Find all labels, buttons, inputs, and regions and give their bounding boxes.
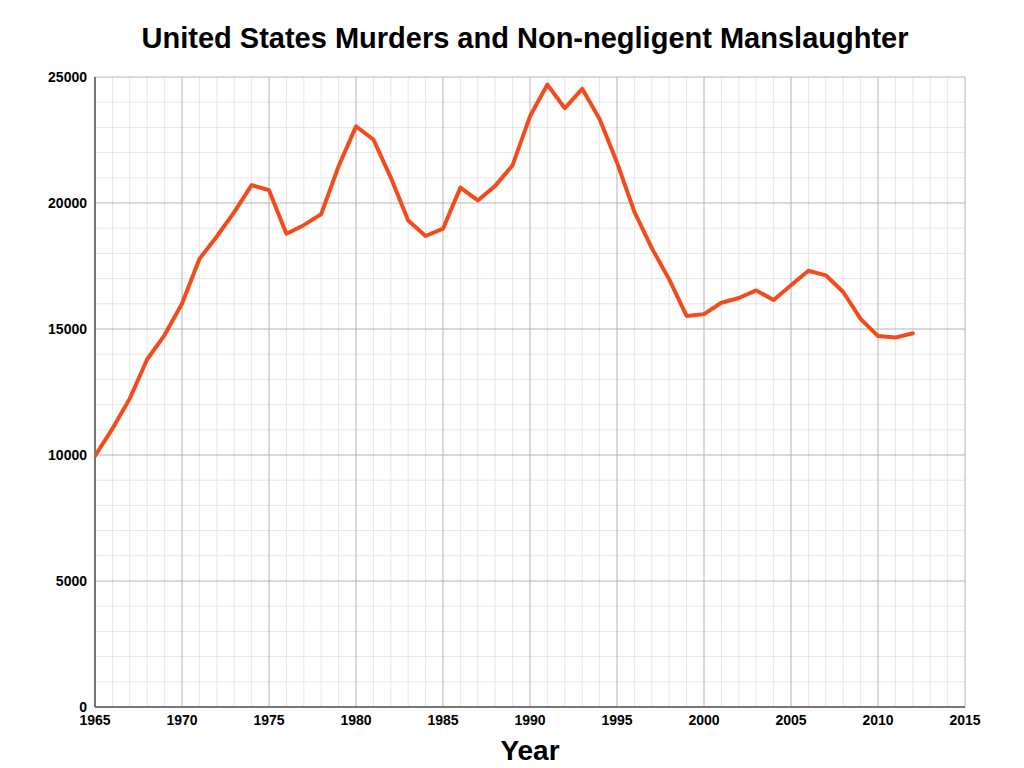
minor-grid-x — [669, 77, 670, 707]
minor-grid-x — [460, 77, 461, 707]
x-tick-label: 1995 — [601, 712, 632, 728]
grid-line-y — [95, 707, 965, 708]
chart-title: United States Murders and Non-negligent … — [142, 22, 909, 54]
minor-grid-x — [651, 77, 652, 707]
grid-line-x — [704, 77, 705, 707]
data-line — [95, 85, 913, 456]
minor-grid-x — [895, 77, 896, 707]
grid-line-y — [95, 203, 965, 204]
x-tick-label: 1975 — [253, 712, 284, 728]
grid-line-x — [95, 77, 96, 707]
minor-grid-x — [495, 77, 496, 707]
minor-grid-x — [599, 77, 600, 707]
minor-grid-x — [199, 77, 200, 707]
minor-grid-x — [390, 77, 391, 707]
plot-area — [95, 85, 913, 456]
minor-grid-x — [425, 77, 426, 707]
chart-svg: 1965197019751980198519901995200020052010… — [0, 0, 1024, 768]
minor-grid-x — [564, 77, 565, 707]
minor-grid-x — [112, 77, 113, 707]
minor-grid-x — [129, 77, 130, 707]
grid-line-y — [95, 581, 965, 582]
grid-line-x — [356, 77, 357, 707]
grid-line-x — [182, 77, 183, 707]
minor-grid-x — [251, 77, 252, 707]
minor-grid-x — [477, 77, 478, 707]
chart-container: 1965197019751980198519901995200020052010… — [0, 0, 1024, 768]
minor-grid-x — [547, 77, 548, 707]
x-tick-label: 1990 — [514, 712, 545, 728]
grid-line-y — [95, 455, 965, 456]
minor-grid-x — [321, 77, 322, 707]
minor-grid-x — [234, 77, 235, 707]
grid-line-x — [617, 77, 618, 707]
minor-grid-x — [582, 77, 583, 707]
minor-grid-x — [147, 77, 148, 707]
minor-grid-x — [930, 77, 931, 707]
grid-line-y — [95, 329, 965, 330]
minor-grid-x — [408, 77, 409, 707]
grid — [95, 77, 965, 707]
minor-grid-x — [303, 77, 304, 707]
x-tick-label: 2000 — [688, 712, 719, 728]
x-tick-label: 1970 — [166, 712, 197, 728]
x-tick-label: 2005 — [775, 712, 806, 728]
minor-grid-x — [373, 77, 374, 707]
y-tick-label: 15000 — [48, 321, 87, 337]
minor-grid-x — [843, 77, 844, 707]
minor-grid-x — [825, 77, 826, 707]
y-tick-label: 0 — [79, 699, 87, 715]
x-tick-label: 2015 — [949, 712, 980, 728]
x-tick-label: 2010 — [862, 712, 893, 728]
minor-grid-x — [738, 77, 739, 707]
x-tick-label: 1985 — [427, 712, 458, 728]
minor-grid-x — [216, 77, 217, 707]
minor-grid-x — [773, 77, 774, 707]
minor-grid-x — [286, 77, 287, 707]
minor-grid-x — [686, 77, 687, 707]
grid-line-x — [443, 77, 444, 707]
minor-grid-x — [947, 77, 948, 707]
x-axis-label: Year — [500, 735, 559, 766]
minor-grid-x — [634, 77, 635, 707]
x-axis — [95, 706, 965, 708]
minor-grid-x — [860, 77, 861, 707]
y-tick-label: 20000 — [48, 195, 87, 211]
minor-grid-x — [721, 77, 722, 707]
grid-line-x — [530, 77, 531, 707]
y-axis — [94, 77, 96, 707]
minor-grid-x — [912, 77, 913, 707]
grid-line-x — [965, 77, 966, 707]
grid-line-x — [269, 77, 270, 707]
minor-grid-x — [512, 77, 513, 707]
minor-grid-x — [756, 77, 757, 707]
y-tick-label: 5000 — [56, 573, 87, 589]
y-tick-label: 10000 — [48, 447, 87, 463]
minor-grid-x — [164, 77, 165, 707]
x-tick-label: 1980 — [340, 712, 371, 728]
minor-grid-x — [808, 77, 809, 707]
grid-line-y — [95, 77, 965, 78]
grid-line-x — [878, 77, 879, 707]
y-tick-label: 25000 — [48, 69, 87, 85]
grid-line-x — [791, 77, 792, 707]
